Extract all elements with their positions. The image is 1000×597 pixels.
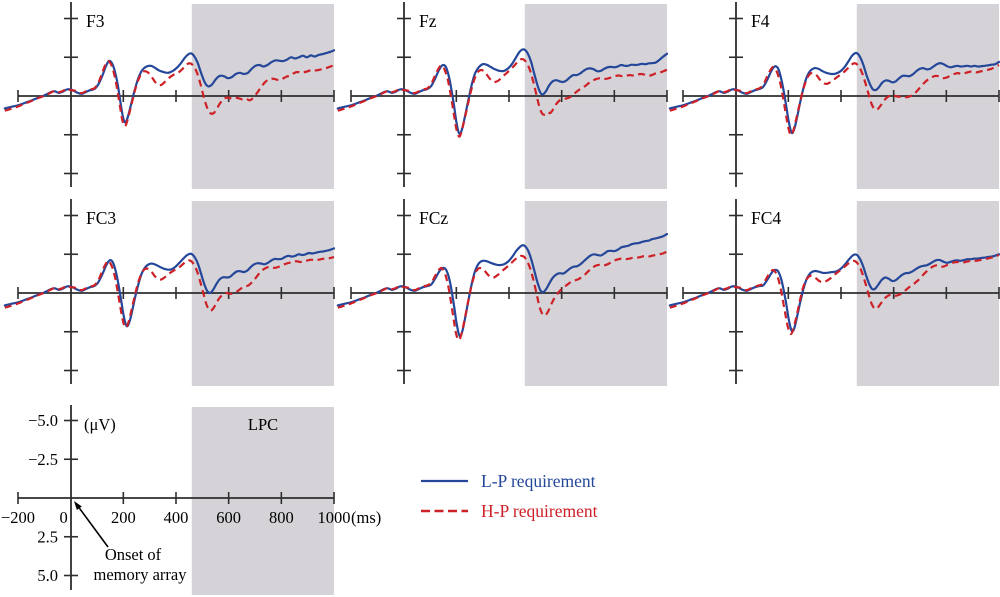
- hp-requirement-curve: [669, 253, 1000, 336]
- y-tick-label: 2.5: [37, 527, 58, 546]
- legend-item-hp: H-P requirement: [420, 496, 597, 526]
- x-tick-label: 0: [60, 508, 68, 527]
- f3-plot: F3: [3, 2, 335, 189]
- lp-requirement-curve: [336, 233, 668, 338]
- onset-annotation-line2: memory array: [94, 565, 188, 584]
- legend-item-lp: L-P requirement: [420, 466, 597, 496]
- fc4-plot: FC4: [668, 199, 1000, 386]
- hp-line-sample: [421, 509, 468, 513]
- subplot-f3: F3: [0, 0, 335, 197]
- x-unit-label: (ms): [351, 508, 381, 527]
- legend: L-P requirement H-P requirement: [420, 466, 597, 526]
- y-tick-label: −5.0: [28, 411, 58, 430]
- lp-requirement-curve: [668, 51, 1000, 135]
- fz-plot: Fz: [336, 2, 668, 189]
- fcz-plot: FCz: [336, 199, 668, 386]
- x-tick-label: 200: [111, 508, 136, 527]
- subplot-fz: Fz: [333, 0, 668, 197]
- lp-line-sample: [421, 479, 468, 483]
- x-tick-label: 400: [164, 508, 189, 527]
- legend-label-hp: H-P requirement: [481, 500, 598, 521]
- fc3-plot: FC3: [3, 199, 335, 386]
- x-tick-label: 600: [216, 508, 241, 527]
- lpc-region-label: LPC: [248, 415, 278, 434]
- y-tick-label: −2.5: [28, 450, 58, 469]
- lp-requirement-curve: [336, 48, 668, 135]
- x-tick-label: 800: [269, 508, 294, 527]
- subplot-fc4: FC4: [665, 197, 1000, 394]
- onset-arrowhead: [74, 501, 82, 510]
- y-unit-label: (μV): [84, 415, 116, 434]
- channel-label: FCz: [419, 208, 448, 228]
- channel-label: Fz: [419, 11, 437, 31]
- hp-requirement-curve: [337, 57, 668, 138]
- hp-requirement-curve: [337, 250, 668, 342]
- subplot-fc3: FC3: [0, 197, 335, 394]
- x-tick-label: 1000: [317, 508, 350, 527]
- channel-label: F4: [751, 11, 770, 31]
- subplot-fcz: FCz: [333, 197, 668, 394]
- axis-key-plot: −5.0 −2.5 2.5 5.0 −200 0 200 400 600 800 1000 (μV) (…: [1, 405, 381, 595]
- x-tick-label: −200: [1, 508, 35, 527]
- hp-requirement-curve: [669, 62, 1000, 137]
- hp-requirement-curve: [4, 255, 335, 329]
- axis-key-panel: −5.0 −2.5 2.5 5.0 −200 0 200 400 600 800 1000 (μV) (…: [0, 400, 400, 597]
- channel-label: FC3: [86, 208, 116, 228]
- hp-requirement-curve: [4, 60, 335, 128]
- channel-label: FC4: [751, 208, 781, 228]
- f4-plot: F4: [668, 2, 1000, 189]
- lpc-shade: [191, 407, 334, 595]
- legend-label-lp: L-P requirement: [481, 470, 596, 491]
- y-tick-label: 5.0: [37, 566, 58, 585]
- onset-arrow: [78, 507, 109, 548]
- channel-label: F3: [86, 11, 105, 31]
- lp-requirement-curve: [668, 253, 1000, 333]
- onset-annotation-line1: Onset of: [105, 545, 162, 564]
- subplot-f4: F4: [665, 0, 1000, 197]
- lp-requirement-curve: [3, 247, 335, 328]
